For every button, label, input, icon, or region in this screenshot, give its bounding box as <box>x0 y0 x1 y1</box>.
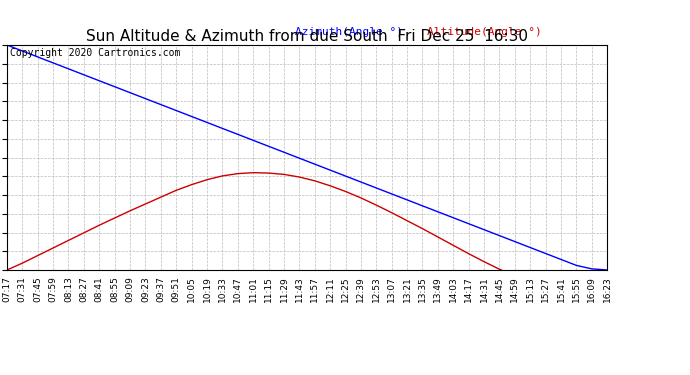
Title: Sun Altitude & Azimuth from due South  Fri Dec 25  16:30: Sun Altitude & Azimuth from due South Fr… <box>86 29 528 44</box>
Text: Altitude(Angle °): Altitude(Angle °) <box>427 27 542 37</box>
Text: Azimuth(Angle °): Azimuth(Angle °) <box>295 27 403 37</box>
Text: Copyright 2020 Cartronics.com: Copyright 2020 Cartronics.com <box>10 48 180 58</box>
